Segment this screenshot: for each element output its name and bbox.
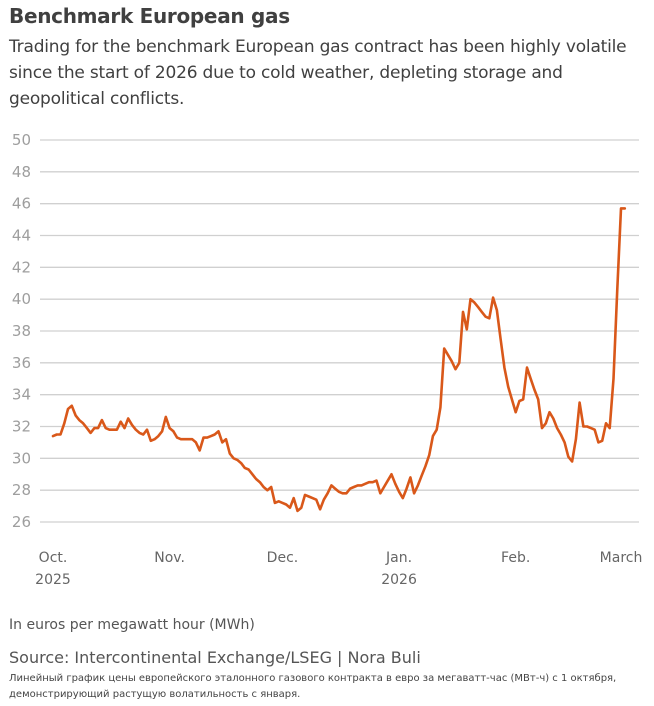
- gridlines: [40, 139, 639, 523]
- y-tick-label: 30: [12, 449, 31, 467]
- x-tick-label: Jan.: [385, 550, 412, 566]
- y-tick-label: 42: [12, 258, 31, 276]
- unit-note: In euros per megawatt hour (MWh): [9, 617, 255, 633]
- y-axis-ticks: 50 48 46 44 42 40 38 36 34 32 30 28 26: [12, 131, 31, 531]
- x-tick-label: Dec.: [267, 550, 299, 566]
- price-line: [51, 207, 627, 513]
- x-tick-label: March: [600, 550, 643, 566]
- y-tick-label: 48: [12, 163, 31, 181]
- source-credit: Source: Intercontinental Exchange/LSEG |…: [9, 648, 421, 667]
- y-tick-label: 32: [12, 418, 31, 436]
- y-tick-label: 36: [12, 354, 31, 372]
- x-tick-label: Oct.: [39, 550, 68, 566]
- y-tick-label: 40: [12, 290, 31, 308]
- line-chart: 50 48 46 44 42 40 38 36 34 32 30 28 26 Oct. 2025 Nov. D…: [12, 131, 642, 588]
- y-tick-label: 50: [12, 131, 31, 149]
- y-tick-label: 46: [12, 195, 31, 213]
- x-tick-label: Feb.: [501, 550, 530, 566]
- x-tick-label: Nov.: [154, 550, 185, 566]
- y-tick-label: 28: [12, 481, 31, 499]
- y-tick-label: 34: [12, 386, 31, 404]
- y-tick-label: 38: [12, 322, 31, 340]
- chart-title: Benchmark European gas: [9, 4, 290, 28]
- y-tick-label: 26: [12, 513, 31, 531]
- x-axis-ticks: Oct. 2025 Nov. Dec. Jan. 2026 Feb. March: [35, 550, 642, 588]
- x-tick-year-label: 2026: [381, 572, 417, 588]
- x-tick-year-label: 2025: [35, 572, 71, 588]
- y-tick-label: 44: [12, 227, 31, 245]
- chart-subtitle: Trading for the benchmark European gas c…: [9, 37, 627, 109]
- alt-description: Линейный график цены европейского эталон…: [9, 673, 617, 700]
